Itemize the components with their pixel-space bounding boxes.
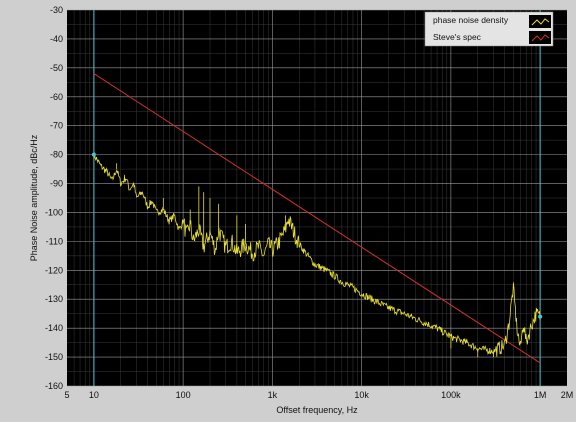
x-tick-label: 1M: [534, 390, 547, 400]
y-tick-label: -130: [45, 294, 63, 304]
y-tick-label: -110: [46, 236, 63, 246]
y-tick-label: -50: [50, 63, 63, 73]
legend-label-spec: Steve's spec: [433, 32, 482, 42]
legend-label-phase-noise: phase noise density: [433, 15, 509, 25]
minor-grid: [67, 10, 567, 386]
legend-line-spec: [531, 34, 550, 42]
y-tick-label: -150: [45, 352, 63, 362]
y-tick-label: -60: [50, 92, 63, 102]
legend: phase noise density Steve's spec: [424, 11, 554, 47]
y-tick-label: -30: [50, 5, 63, 15]
x-tick-label: 5: [64, 390, 69, 400]
y-tick-label: -160: [45, 381, 63, 391]
x-tick-labels: 5 10 100 1k 10k 100k 1M 2M: [64, 390, 573, 400]
cursor-lines: [93, 10, 541, 386]
series-layer: [91, 73, 543, 364]
series-line-phase-noise-density: [93, 152, 541, 357]
y-tick-label: -40: [50, 34, 63, 44]
legend-line-phase-noise: [531, 18, 550, 26]
y-tick-label: -80: [50, 150, 63, 160]
y-tick-label: -120: [45, 265, 63, 275]
x-tick-label: 10k: [354, 390, 369, 400]
x-tick-label: 1k: [268, 390, 278, 400]
y-tick-label: -90: [50, 179, 63, 189]
y-tick-label: -70: [50, 121, 63, 131]
y-tick-labels: -30 -40 -50 -60 -70 -80 -90 -100 -110 -120 -130 -14…: [45, 5, 63, 391]
x-axis-label: Offset frequency, Hz: [276, 405, 358, 415]
cursor-marker[interactable]: [91, 152, 96, 157]
y-tick-label: -100: [45, 207, 63, 217]
x-tick-label: 10: [89, 390, 99, 400]
x-tick-label: 100: [176, 390, 191, 400]
cursor-marker[interactable]: [538, 314, 543, 319]
y-axis-label: Phase Noise amplitude, dBc/Hz: [29, 134, 39, 261]
legend-swatch-spec: [529, 31, 551, 44]
x-tick-label: 2M: [561, 390, 574, 400]
legend-swatch-phase-noise: [529, 15, 551, 28]
series-line-steves-spec: [93, 73, 541, 364]
y-tick-label: -140: [45, 323, 63, 333]
x-tick-label: 100k: [441, 390, 461, 400]
